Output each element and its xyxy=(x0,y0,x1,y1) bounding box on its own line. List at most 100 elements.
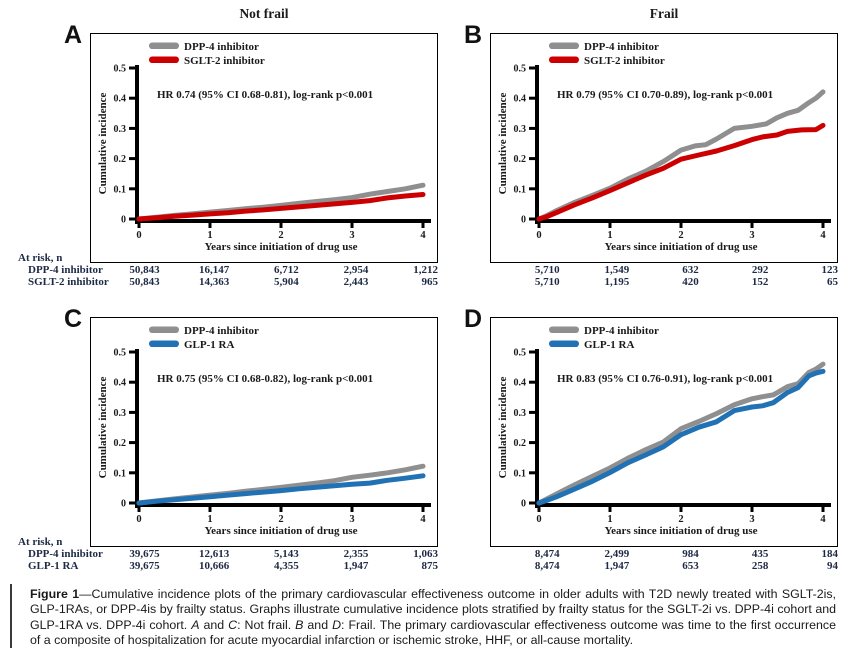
legend-label-dpp-4-inhibitor: DPP-4 inhibitor xyxy=(184,41,259,53)
y-axis-label: Cumulative incidence xyxy=(497,377,509,479)
y-axis-line xyxy=(135,349,139,508)
legend-swatch-dpp-4-inhibitor xyxy=(549,42,579,49)
legend-label-glp-1-ra: GLP-1 RA xyxy=(184,339,234,351)
caption-text: and xyxy=(303,617,333,632)
at-risk-value: 965 xyxy=(421,276,438,288)
y-axis-line xyxy=(535,65,539,224)
hr-annotation: HR 0.75 (95% CI 0.68-0.82), log-rank p<0… xyxy=(157,373,373,385)
column-title-not-frail: Not frail xyxy=(239,6,289,21)
at-risk-value: 2,499 xyxy=(604,548,630,560)
at-risk-value: 2,954 xyxy=(343,264,369,276)
x-tick-label: 3 xyxy=(349,514,354,525)
y-tick-mark xyxy=(129,187,135,191)
x-tick-label: 1 xyxy=(207,230,212,241)
y-tick-label: 0.2 xyxy=(514,438,527,449)
sglt-2-inhibitor-curve-a xyxy=(136,192,426,222)
x-axis-label: Years since initiation of drug use xyxy=(604,241,757,253)
y-tick-label: 0.3 xyxy=(114,408,127,419)
at-risk-label-sglt-2-inhibitor: SGLT-2 inhibitor xyxy=(28,276,109,288)
x-tick-label: 3 xyxy=(749,514,754,525)
y-tick-label: 0.2 xyxy=(114,154,127,165)
at-risk-value: 1,212 xyxy=(413,264,438,276)
at-risk-value: 2,355 xyxy=(343,548,369,560)
figure-caption: Figure 1—Cumulative incidence plots of t… xyxy=(30,587,836,649)
at-risk-row: 8,474 1,947 653 258 94 xyxy=(490,561,838,572)
at-risk-row: 50,843 16,147 6,712 2,954 1,212 xyxy=(90,265,438,276)
y-tick-mark xyxy=(529,380,535,384)
x-tick-label: 0 xyxy=(136,230,141,241)
y-tick-label: 0.1 xyxy=(514,468,527,479)
x-tick-mark xyxy=(208,223,212,228)
legend-label-glp-1-ra: GLP-1 RA xyxy=(584,339,634,351)
panel-c-plot: 0 0.1 0.2 0.3 0.4 0.5 0 1 2 3 4 Cumulative incidenc… xyxy=(97,325,431,537)
at-risk-row: 39,675 12,613 5,143 2,355 1,063 xyxy=(90,549,438,560)
y-tick-mark xyxy=(129,66,135,70)
legend-swatch-dpp-4-inhibitor xyxy=(549,326,579,333)
at-risk-value: 435 xyxy=(751,548,769,560)
legend-label-dpp-4-inhibitor: DPP-4 inhibitor xyxy=(584,325,659,337)
y-tick-mark xyxy=(129,126,135,130)
x-tick-label: 4 xyxy=(420,230,426,241)
at-risk-value: 65 xyxy=(826,276,838,288)
y-tick-mark xyxy=(529,157,535,161)
at-risk-value: 420 xyxy=(682,276,699,288)
x-tick-label: 1 xyxy=(607,230,612,241)
hr-annotation: HR 0.79 (95% CI 0.70-0.89), log-rank p<0… xyxy=(557,89,773,101)
y-axis-line xyxy=(135,65,139,224)
at-risk-value: 5,904 xyxy=(274,276,299,288)
at-risk-header: At risk, n xyxy=(18,252,63,264)
panel-letter-c: C xyxy=(64,305,83,333)
y-tick-label: 0.3 xyxy=(114,124,127,135)
x-tick-mark xyxy=(137,507,141,512)
hr-annotation: HR 0.83 (95% CI 0.76-0.91), log-rank p<0… xyxy=(557,373,773,385)
at-risk-value: 632 xyxy=(682,264,699,276)
at-risk-label-glp-1-ra: GLP-1 RA xyxy=(28,560,79,572)
x-tick-mark xyxy=(421,507,425,512)
y-tick-label: 0.3 xyxy=(514,124,527,135)
caption-text: —Cumulative incidence plots of the prima… xyxy=(30,587,836,632)
y-tick-mark xyxy=(129,380,135,384)
x-tick-label: 3 xyxy=(749,230,754,241)
at-risk-row: 50,843 14,363 5,904 2,443 965 xyxy=(90,277,438,288)
at-risk-value: 1,947 xyxy=(343,560,369,572)
panel-a-box: 0 0.1 0.2 0.3 0.4 0.5 0 1 2 3 4 Cumulative incidenc… xyxy=(90,33,438,263)
y-tick-mark xyxy=(529,217,535,221)
y-tick-label: 0.5 xyxy=(514,348,527,359)
x-tick-mark xyxy=(208,507,212,512)
x-tick-label: 1 xyxy=(607,514,612,525)
legend-label-sglt-2-inhibitor: SGLT-2 inhibitor xyxy=(584,55,665,67)
x-tick-label: 0 xyxy=(136,514,141,525)
legend-label-sglt-2-inhibitor: SGLT-2 inhibitor xyxy=(184,55,265,67)
x-tick-mark xyxy=(350,223,354,228)
x-axis-line xyxy=(135,219,431,223)
x-axis-label: Years since initiation of drug use xyxy=(204,525,357,537)
y-tick-mark xyxy=(129,501,135,505)
y-tick-mark xyxy=(529,350,535,354)
x-tick-label: 3 xyxy=(349,230,354,241)
y-tick-label: 0.5 xyxy=(114,64,127,75)
at-risk-value: 875 xyxy=(421,560,438,572)
at-risk-value: 1,947 xyxy=(604,560,630,572)
glp-1-ra-curve-d xyxy=(536,368,826,506)
y-tick-mark xyxy=(529,187,535,191)
y-tick-mark xyxy=(129,441,135,445)
dpp-4-inhibitor-curve-d xyxy=(536,361,826,506)
x-tick-mark xyxy=(350,507,354,512)
panel-c-box: 0 0.1 0.2 0.3 0.4 0.5 0 1 2 3 4 Cumulative incidenc… xyxy=(90,317,438,547)
at-risk-value: 1,063 xyxy=(413,548,438,560)
x-axis-line xyxy=(535,503,831,507)
x-tick-label: 2 xyxy=(678,514,683,525)
column-title-frail: Frail xyxy=(649,6,679,21)
at-risk-value: 2,443 xyxy=(343,276,369,288)
panel-letter-a: A xyxy=(64,21,83,49)
panel-letter-b: B xyxy=(464,21,483,49)
at-risk-value: 12,613 xyxy=(198,548,230,560)
at-risk-value: 5,710 xyxy=(534,264,560,276)
at-risk-value: 39,675 xyxy=(129,548,160,560)
caption-text: and xyxy=(199,617,229,632)
x-tick-mark xyxy=(821,507,825,512)
at-risk-value: 184 xyxy=(821,548,838,560)
hr-annotation: HR 0.74 (95% CI 0.68-0.81), log-rank p<0… xyxy=(157,89,373,101)
at-risk-value: 123 xyxy=(821,264,838,276)
